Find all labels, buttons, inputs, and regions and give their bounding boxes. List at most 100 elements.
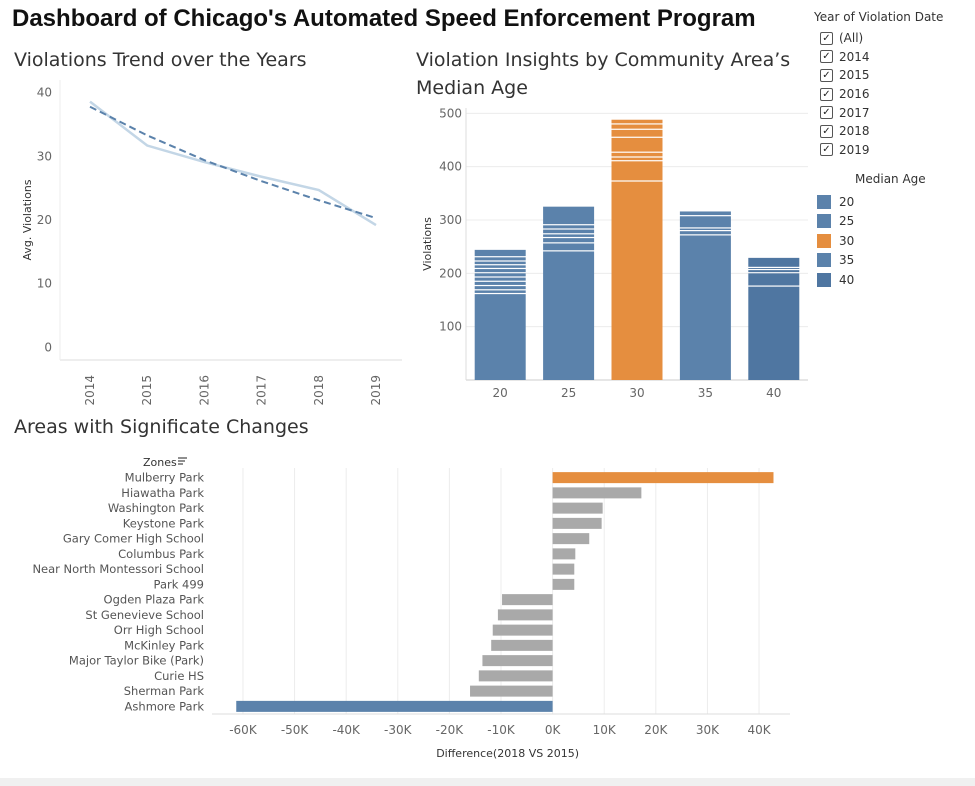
age-bar	[543, 251, 595, 380]
checkbox-icon[interactable]: ✓	[820, 124, 833, 138]
age-bar-segment	[474, 277, 526, 281]
x-tick-label: 20K	[644, 723, 668, 737]
age-bar	[679, 235, 731, 380]
zone-label: St Genevieve School	[85, 608, 204, 622]
x-tick-label: -50K	[281, 723, 310, 737]
legend-swatch	[817, 214, 831, 229]
legend-swatch	[817, 194, 831, 209]
legend-item[interactable]: 35	[817, 251, 926, 271]
x-tick-label: 40K	[747, 723, 771, 737]
year-filter-option[interactable]: ✓ 2014	[814, 48, 974, 67]
median-age-bar-chart: 100 200 300 400 500 Violations 20 25 30 35 40	[421, 106, 808, 400]
zone-label: Orr High School	[114, 623, 204, 637]
age-bar-segment	[474, 273, 526, 277]
median-age-legend: Median Age 20 25 30 35 40	[817, 172, 926, 290]
x-tick-label: 10K	[593, 723, 617, 737]
zone-label: Ogden Plaza Park	[104, 593, 205, 607]
year-filter-option[interactable]: ✓ 2019	[814, 141, 974, 160]
legend-label: 30	[839, 233, 855, 248]
legend-item[interactable]: 40	[817, 270, 926, 290]
zone-label: Columbus Park	[118, 547, 204, 561]
legend-item[interactable]: 30	[817, 231, 926, 251]
x-tick-label: -10K	[487, 723, 516, 737]
checkbox-icon[interactable]: ✓	[820, 143, 833, 157]
x-tick-label: 30	[629, 386, 644, 400]
year-filter-option-label: 2015	[839, 68, 870, 83]
year-filter: Year of Violation Date ✓ (All) ✓ 2014 ✓ 2015 ✓…	[814, 10, 974, 159]
zone-label: Near North Montessori School	[32, 562, 204, 576]
age-bar-segment	[611, 124, 663, 129]
age-bar-segment	[748, 257, 800, 267]
x-tick-label: 20	[493, 386, 508, 400]
insights-chart-title: Violation Insights by Community Area’s M…	[416, 49, 791, 99]
age-bar	[611, 181, 663, 380]
zone-label: Ashmore Park	[125, 699, 205, 713]
age-bar-segment	[474, 257, 526, 261]
year-filter-option-label: 2014	[839, 49, 870, 64]
bottom-strip	[0, 778, 975, 786]
zone-label: Major Taylor Bike (Park)	[69, 654, 204, 668]
zone-label: Curie HS	[154, 669, 204, 683]
y-axis-title: Avg. Violations	[21, 179, 34, 260]
age-bar-segment	[543, 225, 595, 229]
x-tick-label: 2019	[369, 375, 383, 405]
x-axis-title: Difference(2018 VS 2015)	[436, 747, 579, 760]
legend-swatch	[817, 272, 831, 287]
zone-label: Sherman Park	[124, 684, 205, 698]
zone-label: McKinley Park	[124, 638, 204, 652]
checkbox-icon[interactable]: ✓	[820, 68, 833, 82]
zone-bar	[552, 487, 642, 499]
age-bar-segment	[543, 238, 595, 243]
zone-bar	[502, 594, 553, 606]
age-bar-segment	[611, 137, 663, 152]
zone-label: Keystone Park	[123, 516, 205, 530]
age-bar-segment	[474, 249, 526, 257]
zone-label: Park 499	[154, 577, 204, 591]
year-filter-option[interactable]: ✓ 2018	[814, 122, 974, 141]
legend-label: 35	[839, 253, 855, 268]
y-tick-label: 300	[439, 213, 462, 227]
zone-bar	[497, 609, 553, 621]
age-bar-segment	[611, 161, 663, 181]
year-filter-title: Year of Violation Date	[814, 10, 944, 24]
checkbox-icon[interactable]: ✓	[820, 87, 833, 101]
year-filter-option[interactable]: ✓ 2017	[814, 103, 974, 122]
zone-bar	[552, 563, 575, 575]
zones-header: Zones	[143, 456, 177, 469]
zone-bar	[470, 685, 553, 697]
year-filter-option-label: 2018	[839, 124, 870, 139]
age-bar-segment	[543, 243, 595, 251]
zone-bar	[552, 502, 603, 514]
y-tick-label: 0	[44, 340, 52, 354]
y-tick-label: 200	[439, 266, 462, 280]
zone-bar	[492, 624, 553, 636]
legend-label: 20	[839, 194, 855, 209]
x-tick-label: 40	[766, 386, 781, 400]
y-axis-title: Violations	[421, 217, 434, 271]
legend-item[interactable]: 25	[817, 212, 926, 232]
y-tick-label: 500	[439, 106, 462, 120]
x-tick-label: 2016	[197, 375, 211, 405]
y-tick-label: 100	[439, 320, 462, 334]
year-filter-option[interactable]: ✓ 2015	[814, 66, 974, 85]
age-bar-segment	[474, 286, 526, 290]
checkbox-icon[interactable]: ✓	[820, 50, 833, 64]
trend-chart-title: Violations Trend over the Years	[14, 49, 307, 71]
year-filter-option[interactable]: ✓ (All)	[814, 29, 974, 48]
age-bar-segment	[679, 228, 731, 230]
y-tick-label: 20	[37, 213, 52, 227]
age-bar-segment	[474, 290, 526, 293]
x-tick-label: 30K	[696, 723, 720, 737]
checkbox-icon[interactable]: ✓	[820, 31, 833, 45]
trend-line-chart: 0 10 20 30 40 2014 2015 2016 2017 2018 2019 Avg. Vi…	[21, 80, 402, 405]
age-bar-segment	[748, 273, 800, 286]
zone-bar	[478, 670, 553, 682]
year-filter-option[interactable]: ✓ 2016	[814, 85, 974, 104]
significant-changes-bar-chart: -60K -50K -40K -30K -20K -10K 0K 10K 20K 30K 40K Di…	[32, 456, 790, 760]
checkbox-icon[interactable]: ✓	[820, 106, 833, 120]
legend-item[interactable]: 20	[817, 192, 926, 212]
zone-bar	[552, 517, 602, 529]
legend-label: 40	[839, 272, 855, 287]
zone-bar	[236, 700, 553, 712]
age-bar-segment	[611, 152, 663, 157]
